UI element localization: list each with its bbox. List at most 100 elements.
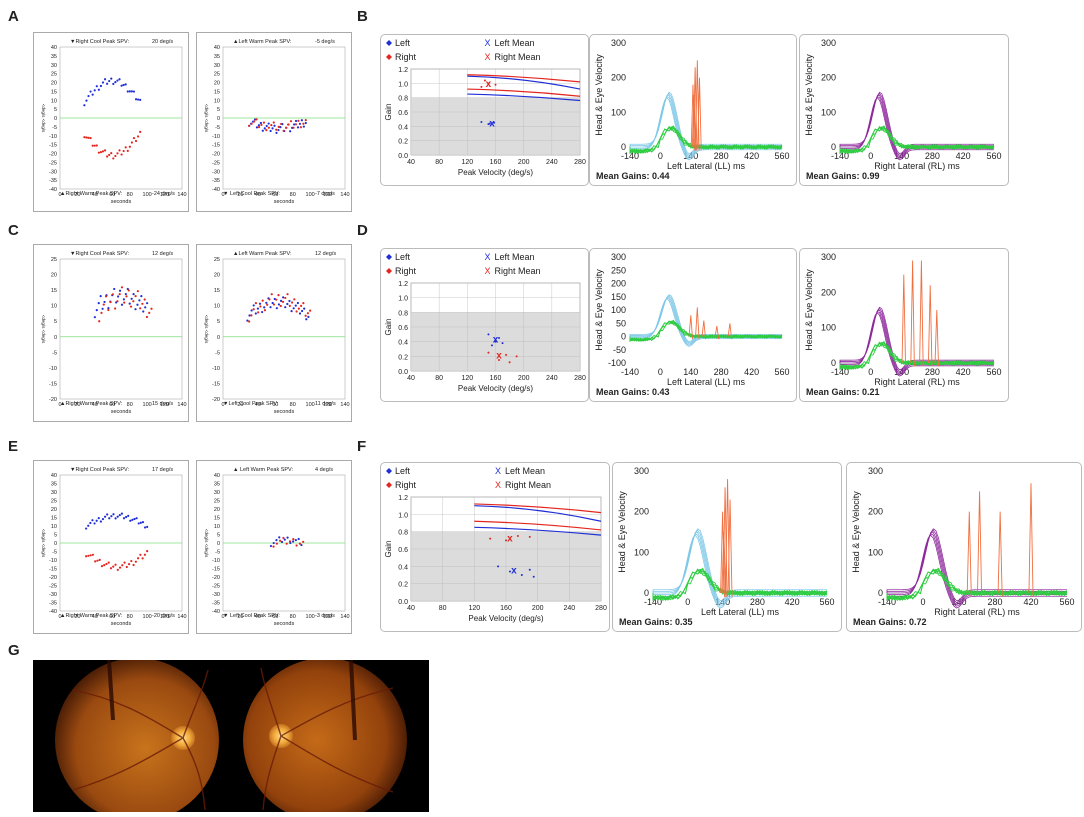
velocity-svg: 300 250 200 150 100 50 0 -50 -100-140 0 140 280 420 5… (594, 252, 790, 397)
data-point (292, 123, 296, 126)
data-point (95, 519, 98, 522)
data-point (98, 558, 101, 562)
data-point (304, 314, 307, 317)
data-point (280, 122, 283, 126)
data-point (116, 295, 120, 298)
legend-left-mean: Left Mean (505, 466, 545, 476)
panel-label-a: A (8, 8, 19, 25)
data-point (480, 121, 483, 124)
x-axis-label: Peak Velocity (deg/s) (468, 614, 543, 623)
norm-line (474, 526, 602, 536)
data-point (298, 542, 301, 545)
data-point (137, 98, 140, 101)
data-point (105, 562, 108, 566)
x-tick-label: 560 (774, 151, 789, 161)
peak-spv-top-label: ▲Left Warm Peak SPV: (233, 39, 292, 45)
saccade-trace (714, 325, 720, 340)
peak-spv-bottom-label: ▲Right Warm Peak SPV: (60, 191, 123, 197)
y-axis-label: Head & Eye Velocity (804, 269, 814, 351)
norm-line (467, 74, 581, 83)
x-tick-label: 280 (925, 151, 940, 161)
y-axis-label: Head & Eye Velocity (851, 491, 861, 573)
x-tick-label: 80 (290, 192, 296, 198)
peak-spv-top-label: ▲Left Warm Peak SPV: (233, 251, 292, 257)
panel-label-c: C (8, 222, 19, 239)
data-point (295, 310, 298, 313)
y-tick-label: 0.4 (398, 340, 408, 347)
x-tick-label: 60 (272, 614, 278, 620)
data-point (505, 353, 508, 356)
data-point (135, 517, 138, 520)
x-tick-label: 420 (785, 597, 800, 607)
x-axis-label: seconds (274, 199, 295, 205)
data-point (106, 82, 109, 85)
legend-right-mean: Right Mean (495, 266, 541, 276)
x-tick-label: 140 (177, 614, 186, 620)
y-tick-label: -35 (49, 178, 57, 184)
data-point (127, 563, 131, 566)
data-point (269, 129, 272, 133)
data-point (490, 344, 493, 347)
data-point (112, 565, 115, 568)
y-tick-label: 30 (51, 490, 57, 496)
x-tick-label: 40 (407, 159, 415, 166)
data-point (298, 122, 302, 125)
x-axis-label: Peak Velocity (deg/s) (458, 384, 533, 393)
data-point (133, 517, 136, 521)
x-tick-label: 80 (435, 159, 443, 166)
data-point (138, 299, 141, 302)
y-tick-label: 5 (54, 319, 57, 325)
y-tick-label: 40 (214, 473, 220, 479)
caloric-plot-c-right-ear: 25 20 15 10 5 0 -5 -10 -15 -20 0 20 40 60 80 100 120 140 s… (33, 244, 189, 422)
y-tick-label: 100 (611, 107, 626, 117)
data-point (103, 78, 107, 81)
data-point (109, 567, 113, 570)
y-tick-label: -5 (215, 550, 220, 556)
y-tick-label: -25 (212, 584, 220, 590)
legend-left-marker (386, 468, 392, 474)
y-tick-label: 0.2 (398, 139, 408, 146)
y-axis-label: Head & Eye Velocity (617, 491, 627, 573)
data-point (267, 122, 270, 125)
data-point (118, 289, 122, 292)
y-tick-label: 10 (214, 98, 220, 104)
legend-right: Right (395, 480, 417, 490)
y-tick-label: -30 (49, 169, 57, 175)
mean-gain-label: Mean Gains: 0.21 (806, 387, 880, 397)
y-tick-label: -10 (212, 134, 220, 140)
data-point (297, 537, 300, 541)
eye-trace (839, 91, 994, 154)
left-mean-marker: x (493, 334, 499, 345)
peak-spv-bottom-value: 11 deg/s (315, 401, 336, 407)
data-point (271, 301, 274, 305)
velocity-panel-f-left: 300 200 100 0 -140 0 140 280 420 560 Left Lateral … (612, 462, 842, 632)
data-point (294, 539, 297, 542)
data-point (102, 303, 105, 306)
data-point (104, 295, 108, 298)
x-tick-label: 80 (127, 614, 133, 620)
data-point (294, 304, 297, 307)
data-point (261, 310, 264, 314)
data-point (139, 521, 142, 524)
y-tick-label: 0 (831, 142, 836, 152)
data-point (120, 153, 123, 156)
y-tick-label: 20 (214, 507, 220, 513)
left-mean-marker: x (489, 118, 495, 129)
y-tick-label: -5 (52, 550, 57, 556)
caloric-plot-a-left-ear: 40 35 30 25 20 15 10 5 0 -5 -10 -15 -20 -25 -30 -35 -40 0… (196, 32, 352, 212)
legend-left: Left (395, 252, 411, 262)
data-point (489, 537, 492, 540)
y-tick-label: -25 (49, 584, 57, 590)
x-tick-label: 80 (435, 375, 443, 382)
data-point (286, 536, 289, 539)
data-point (130, 559, 133, 563)
head-trace (629, 125, 783, 154)
data-point (125, 565, 128, 569)
y-tick-label: 150 (611, 292, 626, 302)
x-tick-label: 200 (518, 375, 530, 382)
fundus-images (55, 658, 407, 817)
data-point (294, 119, 298, 123)
y-tick-label: 25 (214, 72, 220, 78)
